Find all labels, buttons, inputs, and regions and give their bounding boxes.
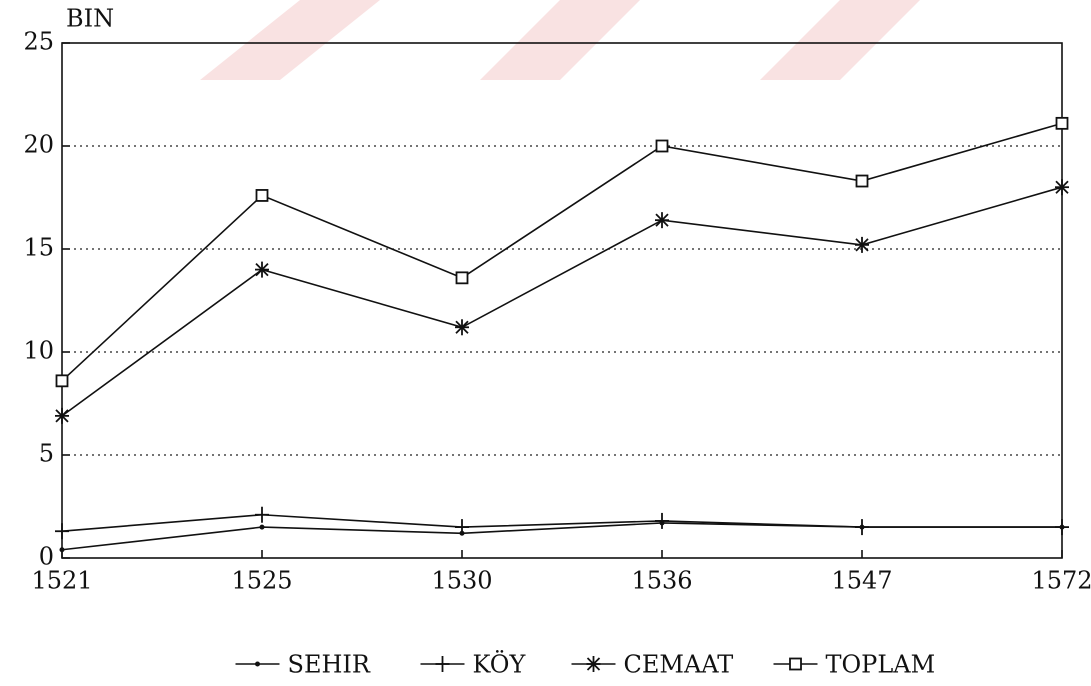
y-tick-label: 20: [23, 131, 54, 159]
y-tick-label: 0: [39, 543, 54, 571]
marker: [55, 374, 69, 388]
x-tick-label: 1530: [431, 567, 492, 595]
x-tick-label: 1536: [631, 567, 692, 595]
x-tick-label: 1572: [1031, 567, 1091, 595]
marker: [55, 523, 69, 540]
legend-label: SEHIR: [288, 651, 371, 679]
marker: [455, 319, 469, 336]
marker-square: [655, 139, 669, 153]
marker: [255, 261, 269, 278]
y-tick-label: 25: [23, 28, 54, 56]
marker: [259, 524, 265, 530]
marker-square: [1055, 116, 1069, 130]
y-tick-label: 15: [23, 234, 54, 262]
y-tick-label: 10: [23, 337, 54, 365]
marker: [1055, 116, 1069, 130]
marker: [655, 212, 669, 229]
marker-stroke: [1055, 180, 1069, 194]
x-tick-label: 1525: [231, 567, 292, 595]
marker-stroke: [855, 238, 869, 252]
marker-stroke: [255, 262, 269, 277]
legend-item: CEMAAT: [571, 651, 734, 679]
marker: [855, 174, 869, 188]
marker: [255, 189, 269, 202]
marker-square: [255, 189, 269, 202]
marker: [655, 512, 669, 529]
legend-item: TOPLAM: [773, 651, 936, 679]
marker: [586, 656, 601, 672]
marker: [55, 407, 69, 424]
series-line: [61, 186, 1063, 417]
marker: [455, 271, 469, 285]
marker-square: [55, 374, 69, 388]
marker: [1055, 519, 1069, 536]
legend-label: TOPLAM: [826, 651, 936, 679]
marker-square: [855, 174, 869, 188]
marker-stroke: [55, 409, 69, 423]
marker: [655, 139, 669, 153]
marker: [1055, 179, 1069, 196]
marker-stroke: [455, 320, 469, 334]
marker: [59, 547, 65, 553]
marker-square: [789, 657, 802, 671]
y-axis-label: BIN: [66, 5, 114, 33]
series-line: [61, 122, 1063, 382]
legend-item: KÖY: [420, 650, 527, 679]
marker-square: [455, 271, 469, 285]
x-tick-label: 1547: [831, 567, 892, 595]
legend-label: KÖY: [473, 650, 527, 679]
marker: [255, 506, 269, 523]
marker: [455, 519, 469, 536]
marker-stroke: [655, 213, 669, 227]
marker-dot: [259, 524, 265, 530]
legend-item: SEHIR: [235, 651, 371, 679]
series-line: [61, 513, 1062, 533]
marker-dot: [255, 661, 260, 667]
marker: [855, 236, 869, 253]
watermark: [200, 0, 920, 80]
marker: [255, 661, 260, 667]
marker-dot: [59, 547, 65, 553]
marker: [435, 656, 450, 672]
marker-stroke: [586, 657, 601, 671]
marker: [789, 657, 802, 671]
marker: [855, 519, 869, 536]
x-tick-label: 1521: [31, 567, 92, 595]
legend-label: CEMAAT: [624, 651, 734, 679]
y-tick-label: 5: [39, 440, 54, 468]
plot-frame: [61, 42, 1063, 559]
